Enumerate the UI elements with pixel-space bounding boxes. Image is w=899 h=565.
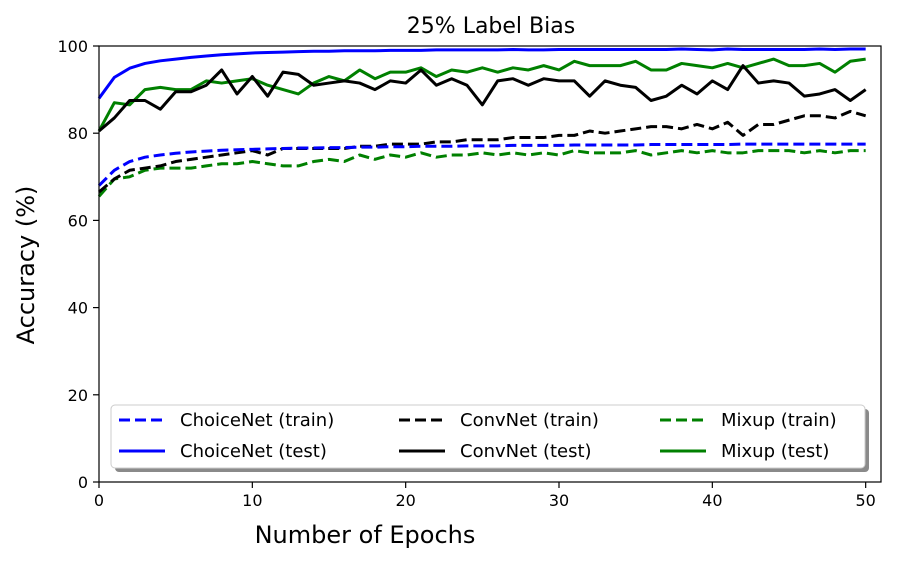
legend-label: Mixup (train) [721,410,837,431]
x-tick-label: 50 [855,491,875,510]
legend-label: ChoiceNet (test) [180,441,327,462]
series-line-convnet-train [98,109,867,194]
y-tick-label: 60 [68,211,88,230]
legend-label: Mixup (test) [721,441,829,462]
plot-frame [98,45,882,483]
axis-ticks: 0 10 20 30 40 50 0 20 40 60 80 100 [57,37,875,510]
series-line-mixup-train [97,149,866,198]
chart-title: 25% Label Bias [407,14,575,39]
legend-label: ConvNet (train) [460,410,599,431]
series-line-mixup-test [97,57,866,132]
legend: ChoiceNet (train) ChoiceNet (test) ConvNet… [110,404,869,472]
legend-label: ChoiceNet (train) [180,410,334,431]
x-tick-label: 40 [702,491,722,510]
y-tick-label: 100 [57,37,88,56]
x-tick-label: 20 [395,491,415,510]
x-tick-label: 10 [242,491,262,510]
x-tick-label: 0 [94,491,104,510]
series-layer [97,47,867,198]
series-line-choicenet-test [97,47,866,100]
legend-label: ConvNet (test) [460,441,592,462]
series-line-convnet-test [98,64,867,133]
y-tick-label: 80 [68,124,88,143]
y-tick-label: 20 [68,386,88,405]
y-axis-label: Accuracy (%) [12,186,40,345]
y-tick-label: 0 [78,473,88,492]
series-line-choicenet-train [97,142,866,187]
x-tick-label: 30 [549,491,569,510]
x-axis-label: Number of Epochs [255,521,476,549]
y-tick-label: 40 [68,299,88,318]
